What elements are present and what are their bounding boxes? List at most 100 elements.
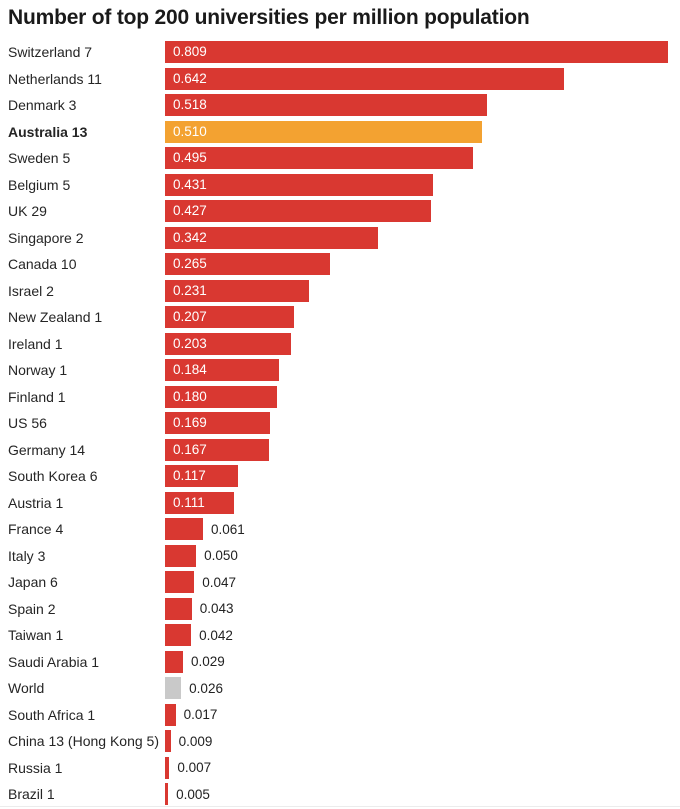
bar: 0.167	[165, 438, 269, 461]
chart-row: Australia 13 0.510	[0, 119, 680, 146]
chart-row: South Africa 1 0.017	[0, 702, 680, 729]
bar: 0.111	[165, 491, 235, 514]
category-label: Austria 1	[8, 494, 64, 511]
chart-row: Austria 1 0.111	[0, 490, 680, 517]
category-label: Israel 2	[8, 282, 54, 299]
chart-row: Canada 10 0.265	[0, 251, 680, 278]
category-label: World	[8, 680, 45, 697]
bar	[165, 518, 203, 541]
category-label: Canada 10	[8, 256, 77, 273]
value-label: 0.180	[173, 388, 207, 404]
bar-area: 0.043	[165, 597, 680, 620]
value-label: 0.427	[173, 203, 207, 219]
chart-row: France 4 0.061	[0, 516, 680, 543]
bar-area: 0.029	[165, 650, 680, 673]
bar-area: 0.005	[165, 783, 680, 806]
value-label: 0.026	[189, 680, 223, 696]
category-label: Australia 13	[8, 123, 88, 140]
bar: 0.180	[165, 385, 277, 408]
bar	[165, 624, 192, 647]
category-label: South Africa 1	[8, 706, 96, 723]
chart-row: UK 29 0.427	[0, 198, 680, 225]
bar-area: 0.203	[165, 332, 680, 355]
value-label: 0.495	[173, 150, 207, 166]
bar-area: 0.026	[165, 677, 680, 700]
bar-area: 0.061	[165, 518, 680, 541]
bar: 0.642	[165, 67, 565, 90]
value-label: 0.017	[183, 707, 218, 723]
bar	[165, 677, 182, 700]
chart-row: Netherlands 11 0.642	[0, 66, 680, 93]
value-label: 0.518	[173, 97, 207, 113]
bar-area: 0.510	[165, 120, 680, 143]
chart-row: Taiwan 1 0.042	[0, 622, 680, 649]
value-label: 0.029	[191, 654, 225, 670]
value-label: 0.342	[173, 229, 207, 245]
value-label: 0.184	[173, 362, 207, 378]
category-label: Norway 1	[8, 362, 68, 379]
bar-area: 0.431	[165, 173, 680, 196]
bar	[165, 544, 197, 567]
category-label: Brazil 1	[8, 786, 55, 803]
value-label: 0.117	[173, 468, 206, 484]
bar-area: 0.009	[165, 730, 680, 753]
category-label: New Zealand 1	[8, 309, 103, 326]
category-label: Russia 1	[8, 759, 63, 776]
bar: 0.117	[165, 465, 238, 488]
bar: 0.431	[165, 173, 434, 196]
chart-row: South Korea 6 0.117	[0, 463, 680, 490]
bar: 0.231	[165, 279, 309, 302]
value-label: 0.167	[173, 441, 207, 457]
chart-row: World 0.026	[0, 675, 680, 702]
chart-row: Spain 2 0.043	[0, 596, 680, 623]
bar	[165, 650, 184, 673]
category-label: Switzerland 7	[8, 44, 93, 61]
bar: 0.809	[165, 41, 669, 64]
bar-area: 0.167	[165, 438, 680, 461]
bar	[165, 703, 176, 726]
category-label: US 56	[8, 415, 47, 432]
bottom-divider	[0, 806, 680, 807]
category-label: Finland 1	[8, 388, 66, 405]
chart-row: New Zealand 1 0.207	[0, 304, 680, 331]
bar-area: 0.265	[165, 253, 680, 276]
category-label: Singapore 2	[8, 229, 84, 246]
value-label: 0.007	[177, 760, 212, 776]
bar: 0.495	[165, 147, 473, 170]
bar-area: 0.111	[165, 491, 680, 514]
chart-row: Italy 3 0.050	[0, 543, 680, 570]
bar-area: 0.518	[165, 94, 680, 117]
value-label: 0.265	[173, 256, 207, 272]
category-label: Saudi Arabia 1	[8, 653, 100, 670]
category-label: Taiwan 1	[8, 627, 64, 644]
category-label: Spain 2	[8, 600, 56, 617]
bar: 0.342	[165, 226, 378, 249]
chart-row: Brazil 1 0.005	[0, 781, 680, 808]
value-label: 0.061	[210, 521, 245, 537]
bar: 0.427	[165, 200, 431, 223]
bar	[165, 783, 169, 806]
category-label: Italy 3	[8, 547, 46, 564]
chart-row: Russia 1 0.007	[0, 755, 680, 782]
chart-row: Israel 2 0.231	[0, 278, 680, 305]
value-label: 0.005	[176, 786, 210, 802]
value-label: 0.050	[204, 548, 238, 564]
value-label: 0.043	[199, 601, 234, 617]
category-label: China 13 (Hong Kong 5)	[8, 733, 159, 750]
bar-chart: Switzerland 7 0.809 Netherlands 11 0.642 Den…	[0, 39, 680, 808]
bar: 0.169	[165, 412, 271, 435]
bar-area: 0.042	[165, 624, 680, 647]
chart-row: Ireland 1 0.203	[0, 331, 680, 358]
bar-area: 0.017	[165, 703, 680, 726]
bar	[165, 730, 171, 753]
category-label: Belgium 5	[8, 176, 71, 193]
value-label: 0.207	[173, 309, 207, 325]
category-label: Sweden 5	[8, 150, 71, 167]
bar-area: 0.117	[165, 465, 680, 488]
category-label: Ireland 1	[8, 335, 63, 352]
chart-row: Sweden 5 0.495	[0, 145, 680, 172]
bar-area: 0.342	[165, 226, 680, 249]
category-label: France 4	[8, 521, 64, 538]
bar	[165, 571, 195, 594]
